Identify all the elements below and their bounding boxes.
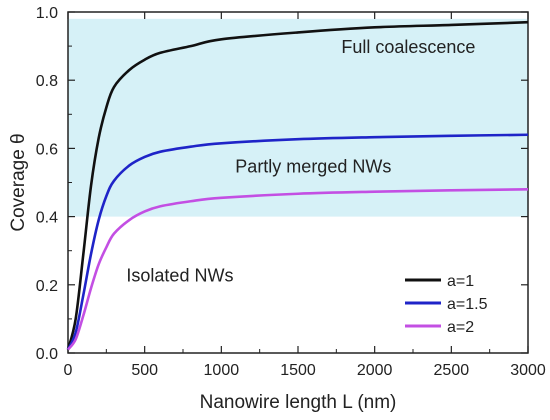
series-layer (66, 20, 529, 351)
shaded-region (68, 18, 528, 217)
legend-label: a=2 (447, 319, 474, 336)
x-tick-label: 500 (131, 362, 158, 379)
legend-label: a=1.5 (447, 296, 488, 313)
legend-label: a=1 (447, 273, 474, 290)
annotation-label: Full coalescence (341, 37, 475, 57)
y-axis-title: Coverage θ (8, 133, 29, 231)
y-tick-label: 0.0 (36, 346, 58, 363)
y-tick-label: 0.6 (36, 141, 58, 158)
x-tick-label: 1000 (204, 362, 240, 379)
x-tick-label: 0 (64, 362, 73, 379)
annotation-label: Partly merged NWs (235, 156, 391, 176)
y-tick-label: 0.2 (36, 278, 58, 295)
y-tick-label: 0.8 (36, 73, 58, 90)
x-axis-title: Nanowire length L (nm) (200, 392, 397, 413)
x-tick-label: 1500 (280, 362, 316, 379)
axes-layer: 0 500 1000 1500 2000 2500 3000 0.0 0.2 0.4 0.6 0.8 1… (36, 5, 546, 379)
x-tick-label: 2000 (357, 362, 393, 379)
y-tick-label: 0.4 (36, 210, 58, 227)
series-line-3 (66, 188, 529, 351)
series-line-1 (66, 20, 529, 350)
x-tick-label: 3000 (510, 362, 546, 379)
annotation-label: Isolated NWs (126, 265, 233, 285)
x-tick-label: 2500 (434, 362, 470, 379)
series-line-2 (66, 133, 529, 351)
legend: a=1 a=1.5 a=2 (405, 273, 488, 336)
y-tick-label: 1.0 (36, 5, 58, 22)
shaded-band (68, 18, 528, 217)
annotation-layer: Full coalescence Partly merged NWs Isolate… (126, 37, 475, 285)
